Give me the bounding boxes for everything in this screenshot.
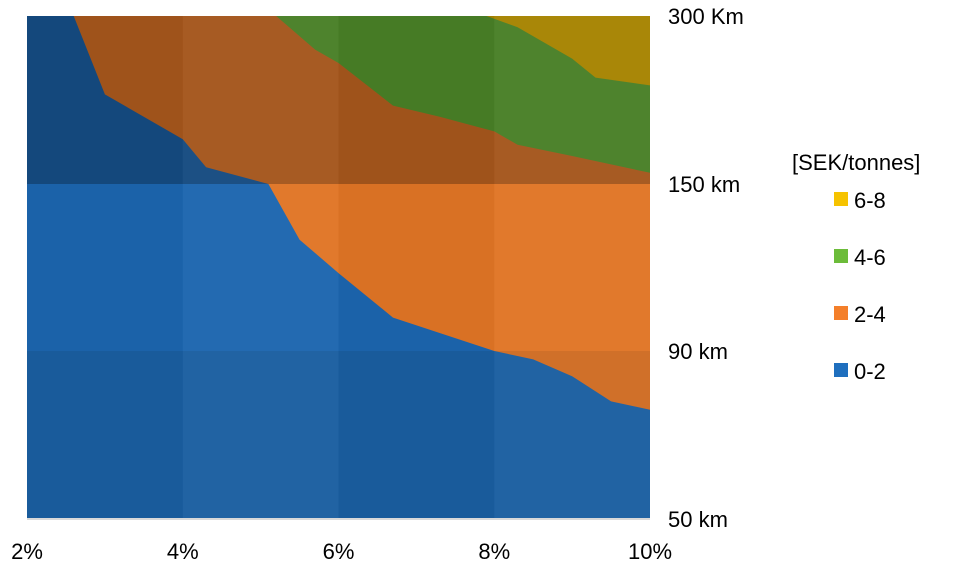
y-tick-label: 50 km [668,507,728,532]
region-6-8 [486,16,650,86]
y-axis-ticks: 50 km 90 km 150 km 300 Km [668,4,744,532]
legend: [SEK/tonnes] 6-8 4-6 2-4 0-2 [792,150,920,384]
legend-entry-label: 0-2 [854,359,886,384]
shade-mid-band [27,184,650,351]
plot-area [27,16,650,520]
x-tick-label: 6% [323,539,355,564]
legend-swatch [834,249,848,263]
y-tick-label: 150 km [668,172,740,197]
shade-bottom-band [27,351,650,519]
shade-column [339,16,495,519]
legend-swatch [834,306,848,320]
region-4-6 [276,16,650,173]
x-axis-ticks: 2% 4% 6% 8% 10% [11,539,672,564]
y-tick-label: 300 Km [668,4,744,29]
shade-column [183,16,339,519]
shade-column [494,16,650,519]
legend-title: [SEK/tonnes] [792,150,920,175]
legend-swatch [834,192,848,206]
x-tick-label: 4% [167,539,199,564]
x-tick-label: 8% [478,539,510,564]
legend-swatch [834,363,848,377]
x-tick-label: 2% [11,539,43,564]
shade-top-band [27,16,650,184]
x-tick-label: 10% [628,539,672,564]
surface-body [27,16,650,519]
y-tick-label: 90 km [668,339,728,364]
legend-entry-label: 6-8 [854,188,886,213]
shade-column [27,16,183,519]
legend-entry-label: 2-4 [854,302,886,327]
legend-entry-label: 4-6 [854,245,886,270]
